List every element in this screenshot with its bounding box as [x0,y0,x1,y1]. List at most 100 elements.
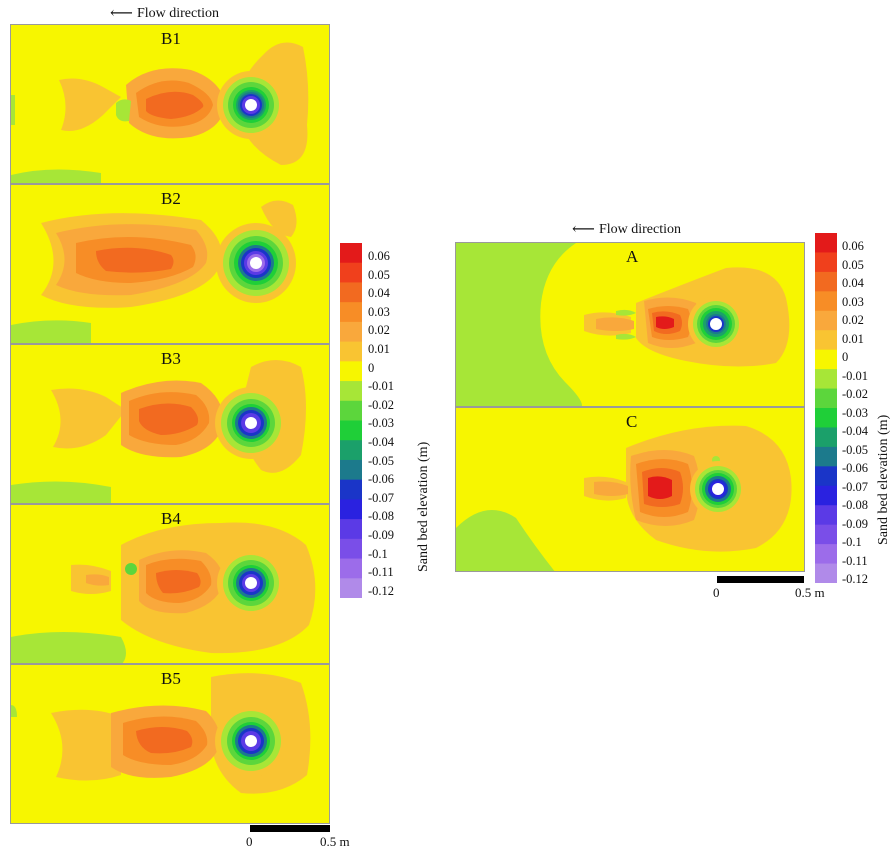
contour-map-b4 [11,522,316,663]
colorbar-tick-label: 0 [368,360,375,375]
colorbar-swatch [815,446,837,467]
contour-panel-b3: B3 [10,344,330,504]
colorbar-tick-label: 0.03 [842,294,864,309]
contour-panel-c: C [455,407,805,572]
scale-length-left: 0.5 m [320,834,350,849]
colorbar-tick-label: -0.01 [368,379,395,394]
contour-map-b1 [11,42,309,183]
colorbar-tick-label: -0.02 [368,397,395,412]
colorbar-swatch [340,321,362,343]
colorbar-swatch [340,302,362,323]
colorbar-swatch [815,427,837,448]
colorbar-swatch [815,544,837,565]
panel-label-b2: B2 [161,189,181,208]
colorbar-tick-label: 0.02 [368,323,390,338]
colorbar-tick-label: -0.06 [842,461,869,475]
colorbar-tick-label: -0.06 [368,472,395,487]
colorbar-swatch [815,271,837,292]
colorbar-tick-label: -0.09 [842,516,869,531]
colorbar-tick-label: 0.06 [368,249,390,263]
scale-zero-right: 0 [713,585,720,600]
colorbar-swatch [340,558,362,579]
colorbar-swatches-left [340,243,362,599]
colorbar-swatch [815,291,837,312]
colorbar-tick-label: -0.11 [368,565,394,580]
left-arrow-icon: ⟵ [110,5,133,22]
colorbar-tick-label: 0.02 [842,313,864,327]
colorbar-tick-label: -0.12 [368,583,395,598]
colorbar-swatch [340,499,362,520]
panel-label-b3: B3 [161,349,181,368]
colorbar-tick-label: 0.06 [842,239,864,253]
colorbar-tick-label: -0.12 [842,572,869,586]
colorbar-swatch [815,524,837,545]
contour-map-b2 [11,200,297,343]
contour-map-b3 [11,360,306,503]
colorbar-tick-label: -0.04 [842,424,869,438]
colorbar-tick-label: 0.01 [842,331,864,346]
colorbar-tick-label: -0.08 [368,509,395,524]
colorbar-tick-label: 0.04 [368,286,390,301]
colorbar-swatch [815,466,837,487]
colorbar-title-left: Sand bed elevation (m) [416,441,431,572]
colorbar-tick-label: 0.03 [368,304,390,319]
colorbar-swatch [340,381,362,402]
colorbar-tick-label: 0.01 [368,342,390,356]
colorbar-swatch [815,369,837,390]
contour-panel-b5: B5 [10,664,330,824]
colorbar-tick-label: 0.05 [368,267,390,282]
flow-direction-right: ⟵ Flow direction [572,222,681,238]
panel-label-c: C [626,412,638,431]
colorbar-swatch [340,578,362,599]
colorbar-tick-label: -0.04 [368,435,395,449]
colorbar-tick-label: -0.1 [368,546,388,561]
colorbar-tick-label: -0.11 [842,553,868,568]
colorbar-title-right: Sand bed elevation (m) [876,414,891,545]
colorbar-tick-label: -0.02 [842,387,869,401]
colorbar-tick-label: -0.05 [368,453,395,468]
flow-direction-label: Flow direction [598,222,681,237]
colorbar-tick-label: 0.05 [842,257,864,272]
colorbar-swatch [815,485,837,506]
contour-map-c [456,425,792,571]
colorbar-swatch [340,538,362,560]
colorbar-right [815,233,837,584]
contour-map-a [456,243,790,406]
colorbar-tick-label: -0.09 [368,528,395,542]
panel-label-b5: B5 [161,669,181,688]
colorbar-swatch [340,243,362,264]
colorbar-swatch [815,252,837,273]
contour-panel-b4: B4 [10,504,330,664]
colorbar-swatch [340,282,362,303]
colorbar-tick-label: -0.08 [842,498,869,512]
colorbar-swatch [815,233,837,253]
contour-map-b5 [11,673,311,794]
flow-direction-label: Flow direction [136,6,219,21]
colorbar-swatch [340,341,362,362]
colorbar-swatch [815,310,837,331]
colorbar-swatch [815,349,837,370]
scale-bar-left [250,825,330,832]
colorbar-swatch [815,330,837,351]
left-arrow-icon: ⟵ [572,221,595,238]
panel-label-a: A [626,247,639,266]
colorbar-tick-label: -0.03 [368,416,395,431]
colorbar-left [340,243,362,599]
scale-length-right: 0.5 m [795,585,825,600]
colorbar-swatch [340,262,362,283]
contour-panel-b1: B1 [10,24,330,184]
colorbar-tick-label: -0.1 [842,535,862,549]
colorbar-swatches-right [815,233,837,584]
colorbar-tick-label: -0.03 [842,405,869,420]
panel-label-b1: B1 [161,29,181,48]
colorbar-swatch [340,361,362,382]
colorbar-tick-label: 0.04 [842,276,864,290]
colorbar-swatch [340,479,362,500]
panel-label-b4: B4 [161,509,181,528]
colorbar-swatch [815,505,837,526]
scale-zero-left: 0 [246,834,253,849]
contour-panel-b2: B2 [10,184,330,344]
colorbar-tick-label: -0.01 [842,368,869,383]
colorbar-swatch [340,420,362,441]
scale-bar-right [717,576,804,583]
